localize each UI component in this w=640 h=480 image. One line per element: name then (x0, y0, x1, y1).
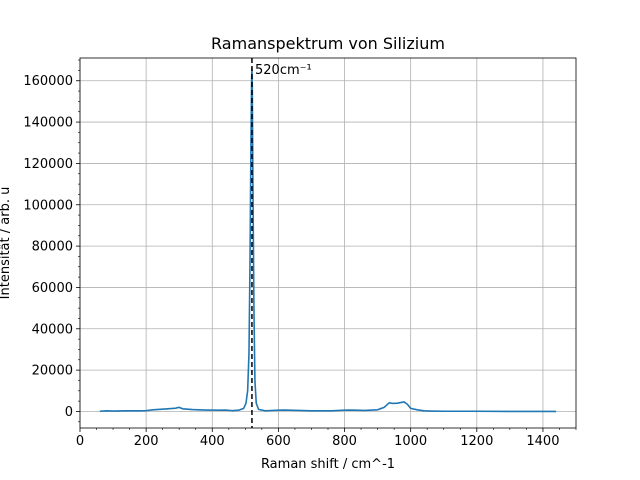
x-tick-label: 1200 (460, 434, 493, 449)
x-tick-label: 0 (76, 434, 84, 449)
x-tick-label: 200 (134, 434, 159, 449)
x-axis: 0 200 400 600 800 1000 1200 1400 (76, 428, 577, 449)
series-layer (99, 67, 557, 413)
y-tick-label: 20000 (32, 364, 73, 379)
y-axis-label: Intensität / arb. u (0, 187, 13, 300)
y-tick-label: 140000 (23, 116, 73, 131)
grid-lines (79, 58, 576, 428)
peak-annotation: 520cm⁻¹ (255, 63, 312, 78)
chart-title: Ramanspektrum von Silizium (211, 34, 445, 53)
x-tick-label: 800 (332, 434, 357, 449)
y-tick-label: 40000 (32, 322, 73, 337)
y-tick-label: 100000 (23, 198, 73, 213)
y-tick-label: 120000 (23, 157, 73, 172)
x-tick-label: 1000 (394, 434, 427, 449)
y-tick-label: 80000 (32, 240, 73, 255)
y-axis: 0 20000 40000 60000 80000 100000 120000 140000 1… (23, 59, 80, 423)
y-tick-label: 0 (65, 405, 73, 420)
y-tick-label: 60000 (32, 281, 73, 296)
spectrum-line (99, 67, 557, 413)
x-axis-label: Raman shift / cm^-1 (261, 457, 395, 472)
y-tick-label: 160000 (23, 74, 73, 89)
x-tick-label: 1400 (526, 434, 559, 449)
x-tick-label: 600 (266, 434, 291, 449)
x-tick-label: 400 (200, 434, 225, 449)
